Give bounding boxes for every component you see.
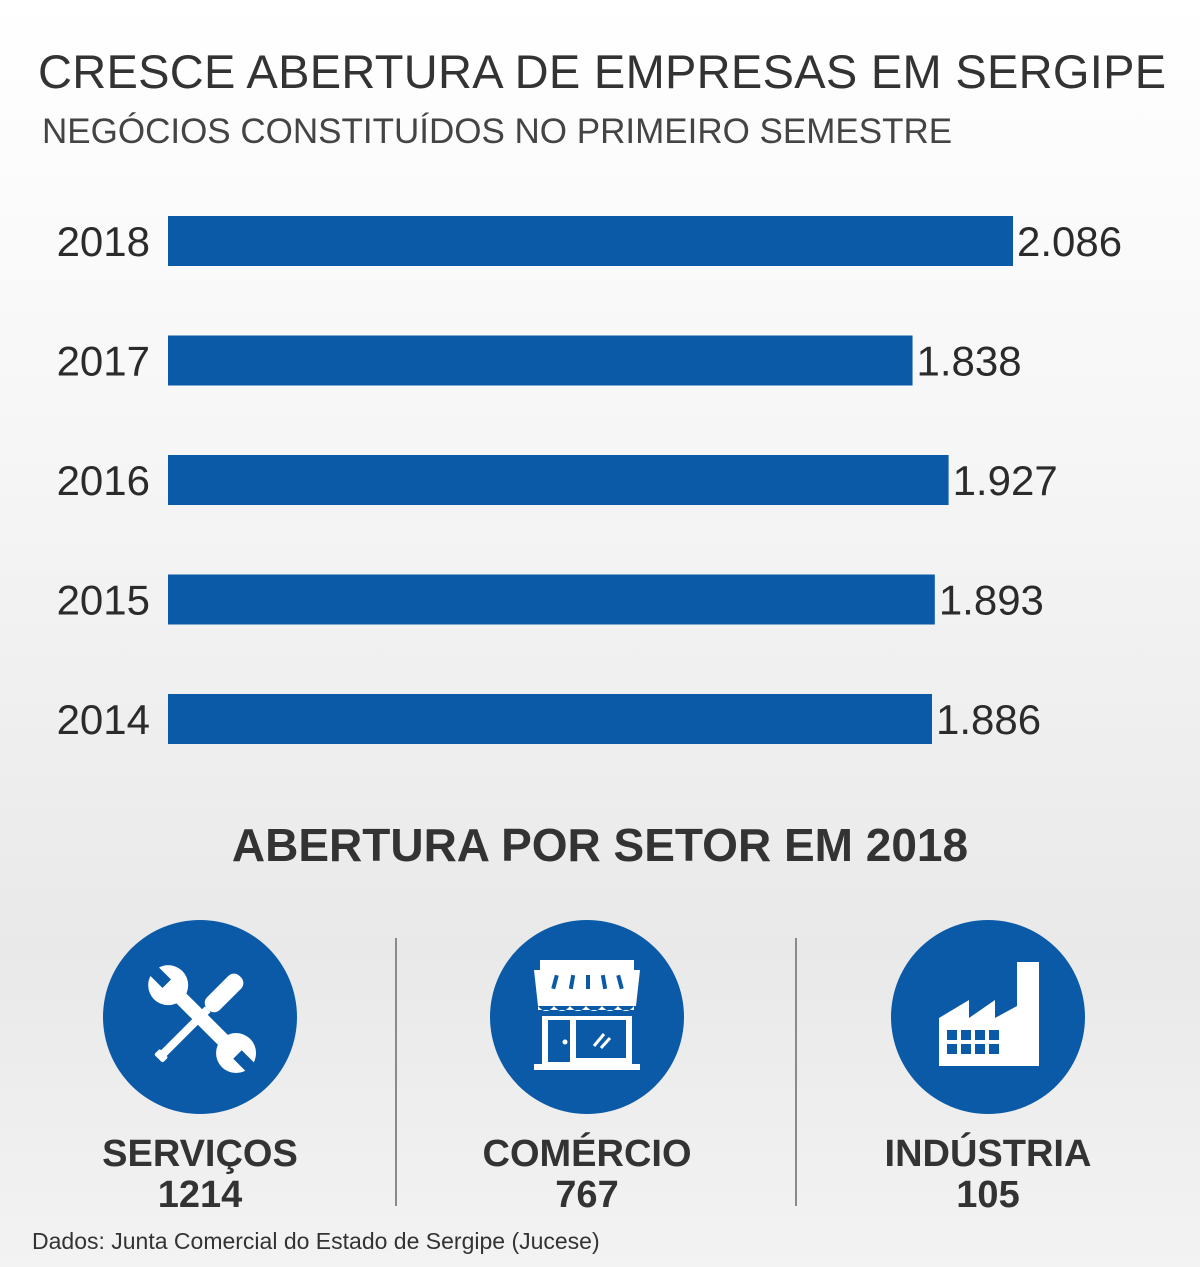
chart-subtitle: NEGÓCIOS CONSTITUÍDOS NO PRIMEIRO SEMEST…: [42, 112, 953, 151]
bar-2016: [168, 455, 949, 505]
sector-value: 767: [555, 1174, 619, 1216]
storefront-icon: [534, 960, 640, 1070]
chart-title: CRESCE ABERTURA DE EMPRESAS EM SERGIPE: [38, 45, 1167, 98]
sector-icon-circle: [490, 920, 684, 1114]
year-label: 2018: [57, 218, 150, 265]
sector-icon-circle: [103, 920, 297, 1114]
bar-value-label: 1.838: [917, 338, 1022, 385]
sector-label: SERVIÇOS: [102, 1133, 298, 1175]
sector-servicos: SERVIÇOS 1214: [50, 920, 350, 1216]
bar-value-label: 1.927: [953, 457, 1058, 504]
year-label: 2015: [57, 577, 150, 624]
bar-value-label: 2.086: [1017, 218, 1122, 265]
sector-industria: INDÚSTRIA 105: [838, 920, 1138, 1216]
bar-value-label: 1.886: [936, 696, 1041, 743]
bar-value-label: 1.893: [939, 577, 1044, 624]
sector-divider: [395, 938, 397, 1206]
sector-label: INDÚSTRIA: [884, 1133, 1092, 1175]
year-label: 2016: [57, 457, 150, 504]
year-label: 2014: [57, 696, 150, 743]
bar-2015: [168, 574, 935, 625]
sector-value: 105: [956, 1174, 1020, 1216]
sector-label: COMÉRCIO: [482, 1133, 692, 1175]
sector-section-title: ABERTURA POR SETOR EM 2018: [231, 819, 969, 871]
sector-comercio: COMÉRCIO 767: [437, 920, 737, 1216]
sector-divider: [795, 938, 797, 1206]
sector-value: 1214: [157, 1174, 243, 1216]
year-label: 2017: [57, 338, 150, 385]
bar-chart: 2018 2.086 2017 1.838 2016 1.927 2015 1.893 2014…: [57, 216, 1122, 744]
source-note: Dados: Junta Comercial do Estado de Serg…: [32, 1228, 600, 1254]
bar-2017: [168, 335, 913, 386]
bar-2018: [168, 216, 1013, 266]
factory-icon: [939, 962, 1039, 1066]
sector-icon-circle: [891, 920, 1085, 1114]
tools-icon: [146, 963, 258, 1075]
bar-2014: [168, 694, 932, 744]
